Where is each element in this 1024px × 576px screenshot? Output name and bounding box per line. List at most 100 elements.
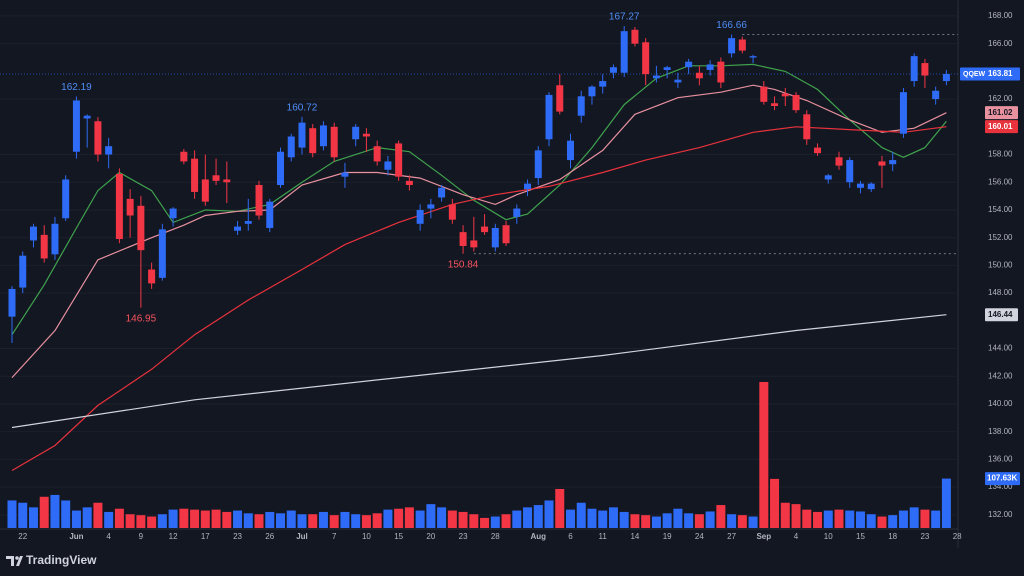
candle-body	[717, 61, 725, 83]
volume-bar	[437, 507, 447, 528]
volume-bar	[866, 514, 876, 528]
y-tick-label: 154.00	[988, 205, 1013, 214]
volume-bar	[480, 517, 490, 528]
candle-body	[137, 205, 145, 251]
candle-body	[180, 151, 188, 162]
x-tick-label: 28	[953, 532, 962, 541]
x-tick-label: 15	[394, 532, 403, 541]
volume-bar	[447, 510, 457, 528]
volume-bar	[619, 511, 629, 528]
x-tick-label: 20	[426, 532, 435, 541]
volume-bar	[82, 507, 92, 528]
x-tick-label: 22	[18, 532, 27, 541]
candle-body	[255, 185, 263, 216]
candle-body	[502, 225, 510, 244]
y-tick-label: 162.00	[988, 94, 1013, 103]
volume-bar	[426, 504, 436, 528]
volume-bar	[834, 509, 844, 528]
candle-body	[341, 172, 349, 177]
ma-value-box	[985, 308, 1018, 322]
volume-bar	[641, 515, 651, 528]
high-low-label: 146.95	[126, 313, 157, 324]
y-tick-label: 168.00	[988, 11, 1013, 20]
volume-bar	[50, 494, 60, 528]
volume-bar	[28, 507, 38, 528]
volume-bar	[104, 511, 114, 528]
candle-body	[51, 223, 59, 255]
volume-bar	[340, 511, 350, 528]
high-low-label: 162.19	[61, 82, 92, 93]
candle-body	[728, 38, 736, 54]
candle-body	[470, 240, 478, 248]
x-tick-label: 19	[663, 532, 672, 541]
candle-body	[395, 143, 403, 177]
x-tick-label: 15	[856, 532, 865, 541]
candle-body	[416, 209, 424, 224]
y-tick-label: 132.00	[988, 510, 1013, 519]
candle-body	[513, 208, 521, 217]
y-tick-label: 136.00	[988, 455, 1013, 464]
x-tick-label: 23	[459, 532, 468, 541]
candle-body	[899, 92, 907, 134]
candle-body	[448, 204, 456, 220]
x-tick-label: 17	[201, 532, 210, 541]
volume-bar	[705, 511, 715, 528]
y-tick-label: 142.00	[988, 371, 1013, 380]
volume-bar	[523, 507, 533, 528]
candle-body	[459, 232, 467, 246]
candle-body	[40, 234, 48, 259]
candle-body	[942, 74, 950, 82]
volume-bar	[770, 478, 780, 528]
candle-body	[373, 146, 381, 162]
candle-body	[29, 226, 37, 241]
volume-bar	[276, 513, 286, 528]
volume-bar	[297, 514, 307, 528]
candle-body	[910, 56, 918, 82]
brand: TradingView	[26, 553, 97, 567]
y-tick-label: 156.00	[988, 177, 1013, 186]
volume-bar	[222, 511, 232, 528]
x-tick-label: 12	[169, 532, 178, 541]
x-tick-label: 24	[695, 532, 704, 541]
y-tick-label: 138.00	[988, 427, 1013, 436]
volume-bar	[415, 510, 425, 528]
volume-bar	[544, 500, 554, 528]
candle-body	[330, 126, 338, 158]
volume-bar	[329, 515, 339, 528]
volume-bar	[233, 510, 243, 528]
candle-body	[491, 227, 499, 248]
candle-body	[277, 151, 285, 186]
volume-bar	[845, 510, 855, 528]
x-tick-label: 6	[568, 532, 573, 541]
volume-value-box	[985, 472, 1020, 486]
volume-bar	[136, 515, 146, 528]
candle-body	[792, 94, 800, 111]
volume-bar	[759, 381, 769, 528]
volume-bar	[888, 515, 898, 528]
y-tick-label: 144.00	[988, 344, 1013, 353]
candle-body	[266, 201, 274, 228]
candle-body	[212, 175, 220, 181]
high-low-label: 150.84	[448, 259, 479, 270]
candle-body	[115, 173, 123, 240]
volume-bar	[7, 500, 17, 528]
volume-bar	[318, 511, 328, 528]
volume-bar	[361, 515, 371, 528]
volume-bar	[920, 509, 930, 528]
x-tick-label: 14	[630, 532, 639, 541]
volume-bar	[512, 510, 522, 528]
volume-bar	[71, 510, 81, 528]
candle-body	[695, 72, 703, 79]
candle-body	[846, 160, 854, 183]
volume-bar	[909, 507, 919, 528]
candle-body	[534, 150, 542, 179]
candle-body	[781, 93, 789, 97]
volume-bar	[737, 515, 747, 528]
x-tick-label: 18	[888, 532, 897, 541]
candle-body	[62, 179, 70, 219]
y-tick-label: 148.00	[988, 288, 1013, 297]
volume-bar	[651, 516, 661, 528]
